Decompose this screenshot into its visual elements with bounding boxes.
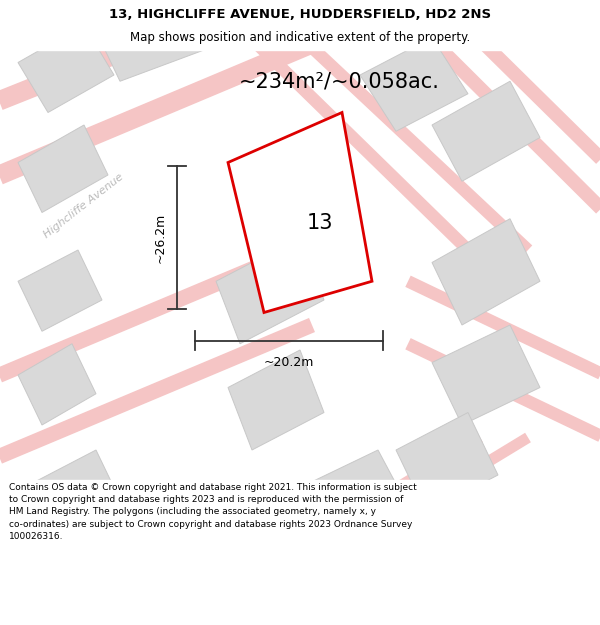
Polygon shape	[36, 450, 120, 531]
Polygon shape	[228, 112, 372, 312]
Polygon shape	[396, 412, 498, 512]
Text: 13, HIGHCLIFFE AVENUE, HUDDERSFIELD, HD2 2NS: 13, HIGHCLIFFE AVENUE, HUDDERSFIELD, HD2…	[109, 9, 491, 21]
Bar	[0, 480, 600, 625]
Polygon shape	[18, 344, 96, 425]
Text: ~234m²/~0.058ac.: ~234m²/~0.058ac.	[239, 71, 439, 91]
Polygon shape	[432, 81, 540, 181]
Polygon shape	[108, 500, 204, 581]
Polygon shape	[18, 25, 114, 112]
Polygon shape	[18, 125, 108, 212]
Polygon shape	[432, 325, 540, 425]
Text: ~26.2m: ~26.2m	[153, 213, 166, 262]
Text: Map shows position and indicative extent of the property.: Map shows position and indicative extent…	[130, 31, 470, 44]
Text: Contains OS data © Crown copyright and database right 2021. This information is : Contains OS data © Crown copyright and d…	[9, 483, 417, 541]
Text: ~20.2m: ~20.2m	[264, 356, 314, 369]
Bar	[0, 0, 600, 50]
Polygon shape	[300, 450, 408, 544]
Polygon shape	[96, 0, 204, 81]
Text: 13: 13	[306, 213, 333, 233]
Polygon shape	[216, 238, 324, 344]
Polygon shape	[360, 38, 468, 131]
Text: Highcliffe Avenue: Highcliffe Avenue	[42, 172, 126, 241]
Polygon shape	[432, 219, 540, 325]
Polygon shape	[228, 350, 324, 450]
Polygon shape	[18, 250, 102, 331]
